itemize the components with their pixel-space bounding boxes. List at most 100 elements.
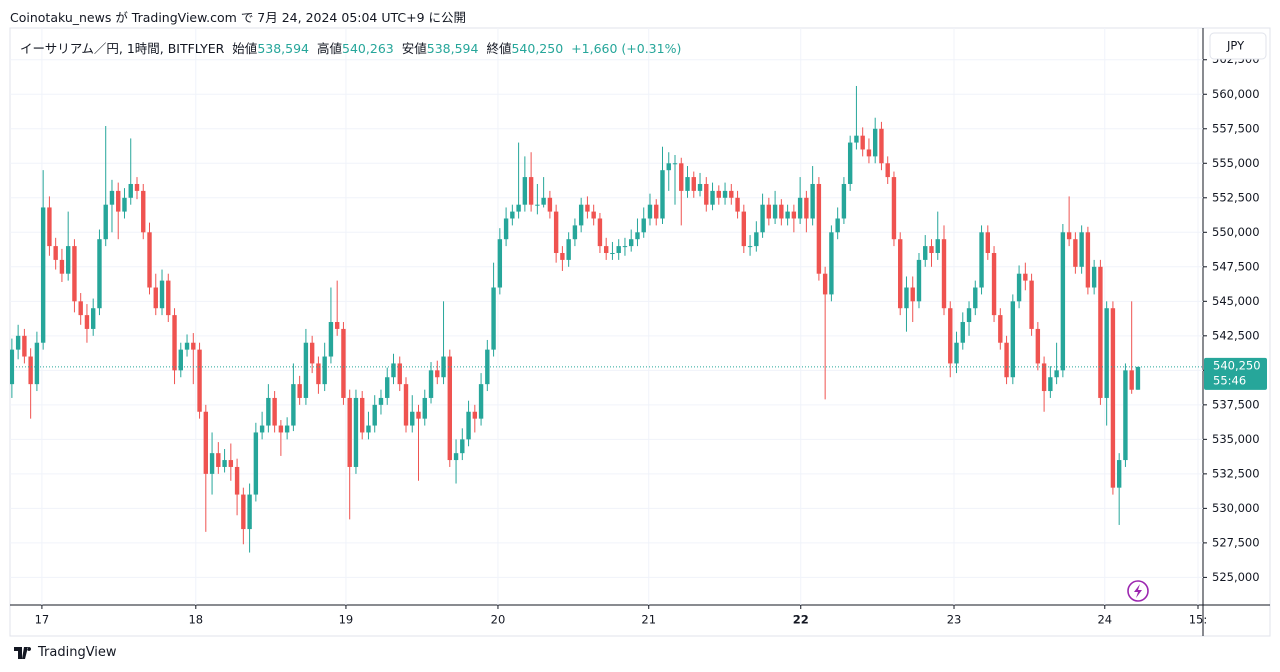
alert-icon[interactable] (1127, 580, 1149, 602)
candle-body (378, 397, 384, 405)
candle-body (647, 204, 653, 219)
candle-body (891, 177, 897, 240)
candle-body (109, 190, 115, 205)
candle-body (78, 301, 83, 316)
price-tag (1204, 357, 1267, 390)
candle-body (297, 384, 302, 398)
candle-body (916, 259, 922, 302)
candle-body (447, 356, 452, 461)
candle-body (10, 349, 15, 385)
candle-body (278, 425, 284, 433)
candle-body (747, 246, 753, 248)
currency-button[interactable] (1209, 32, 1267, 60)
y-tick-label: 555,000 (1212, 156, 1260, 170)
candle-body (1129, 370, 1134, 390)
y-tick-label: 525,000 (1212, 570, 1260, 584)
candle-body (466, 411, 471, 440)
candle-body (197, 349, 202, 412)
candle-body (766, 204, 772, 219)
logo (14, 646, 32, 659)
candle-body (898, 239, 903, 309)
candle-body (65, 246, 71, 274)
candle-body (416, 411, 421, 419)
change: +1,660 (+0.31%) (571, 41, 682, 56)
candle-body (685, 177, 690, 191)
candle-body (203, 411, 209, 474)
candle-body (47, 207, 52, 247)
currency[interactable]: JPY (1226, 39, 1245, 53)
candle-body (553, 211, 559, 254)
legend-value: 538,594 (257, 41, 310, 56)
candle-body (410, 411, 415, 426)
pane-border (9, 27, 1271, 637)
candle-body (241, 494, 246, 530)
candle-body (879, 128, 884, 164)
candle-body (441, 356, 446, 378)
candle-body (791, 211, 797, 219)
candle-body (328, 322, 334, 357)
candle-body (1079, 232, 1084, 267)
x-tick-label: 23 (947, 613, 962, 627)
candle-body (234, 466, 240, 495)
candle-body (960, 322, 965, 343)
candle-body (472, 411, 478, 419)
candle-body (660, 170, 665, 219)
x-tick-label: 17 (35, 613, 50, 627)
candle-body (1041, 363, 1047, 392)
candle-body (528, 177, 534, 205)
legend-value: 540,263 (342, 41, 394, 56)
candle-body (53, 246, 58, 260)
candle-body (1023, 273, 1028, 281)
candle-body (810, 183, 815, 219)
candle-body (697, 183, 703, 191)
candle-body (191, 342, 196, 350)
candle-body (347, 397, 352, 467)
candle-body (122, 197, 127, 212)
candle-body (1004, 342, 1009, 378)
candle-body (72, 246, 77, 302)
candle-body (159, 280, 165, 309)
credit: Coinotaku_news が TradingView.com で 7月 24… (10, 10, 467, 25)
candle-body (84, 315, 90, 329)
candle-body (822, 273, 828, 295)
legend-value: 538,594 (426, 41, 479, 56)
x-tick-label: 20 (491, 613, 506, 627)
candle-body (147, 232, 152, 288)
candle-body (622, 246, 628, 248)
candle-body (547, 197, 553, 212)
candle-body (691, 177, 696, 191)
candle-body (729, 190, 734, 198)
candle-body (1029, 280, 1034, 329)
x-tick-label: 24 (1097, 613, 1112, 627)
candle-body (910, 287, 915, 302)
candle-body (860, 135, 865, 150)
candle-body (578, 204, 584, 226)
candle-body (478, 384, 484, 419)
candle-body (341, 328, 346, 398)
legend-label: 安値 (401, 41, 427, 56)
symbol: イーサリアム／円, 1時間, BITFLYER (20, 41, 225, 56)
candle-body (560, 253, 565, 260)
candle-body (28, 356, 33, 385)
candle-body (428, 370, 434, 398)
candle-body (666, 163, 671, 171)
candle-body (635, 232, 640, 240)
candle-body (253, 432, 259, 495)
legend: イーサリアム／円, 1時間, BITFLYER 始値538,594 高値540,2… (20, 38, 681, 57)
candle-body (1123, 370, 1128, 461)
candle-body (91, 308, 96, 329)
candle-body (1104, 308, 1109, 398)
candle-body (941, 239, 947, 309)
candle-body (303, 342, 309, 398)
candle-body (672, 163, 678, 165)
candle-body (572, 225, 578, 240)
candle-body (291, 384, 296, 426)
candle-body (366, 425, 371, 433)
candle-body (316, 363, 321, 385)
candle-body (1110, 308, 1116, 488)
candle-body (754, 232, 759, 247)
candle-body (885, 163, 890, 178)
candle-body (829, 232, 834, 295)
